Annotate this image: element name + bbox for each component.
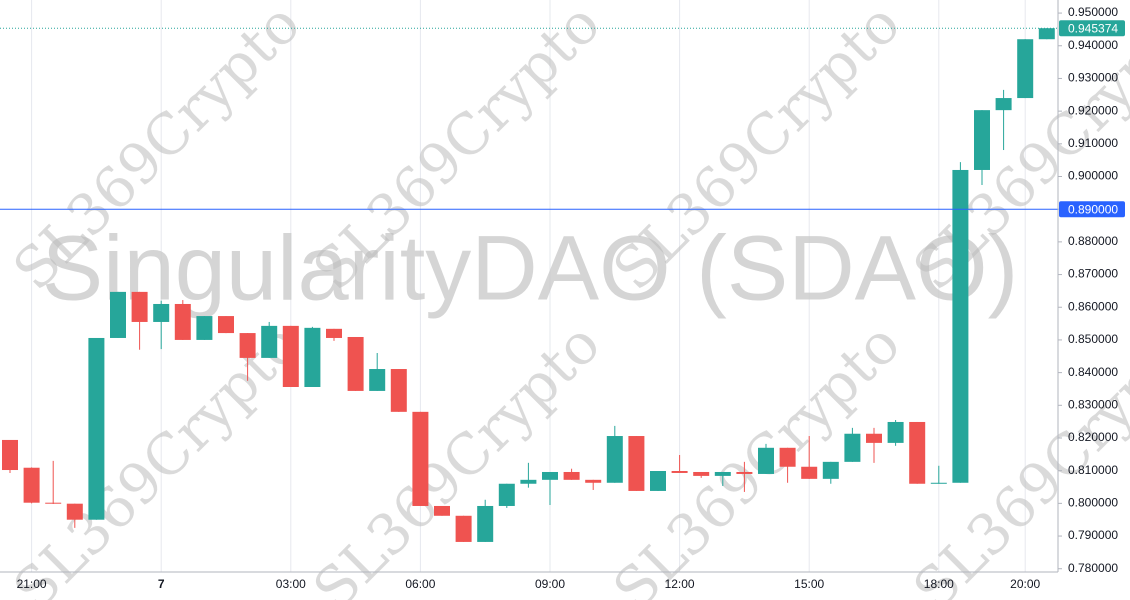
candle-body [23, 467, 40, 503]
x-tick-label: 15:00 [794, 577, 824, 591]
candle-body [693, 471, 710, 476]
y-tick-label: 0.930000 [1068, 71, 1118, 85]
x-tick-label: 21:00 [17, 577, 47, 591]
candle-body [2, 439, 18, 471]
candle-body [930, 482, 947, 484]
axes: 0.780000 0.790000 0.800000 0.810000 0.820000… [17, 5, 1125, 591]
candle-body [650, 471, 666, 491]
candle-body [347, 336, 364, 391]
y-tick-label: 0.910000 [1068, 136, 1118, 150]
x-tick-label: 06:00 [405, 577, 435, 591]
candle-body [736, 471, 753, 474]
candle-body [498, 483, 515, 506]
candle-body [110, 291, 126, 338]
y-tick-label: 0.790000 [1068, 528, 1118, 542]
candle-body [909, 421, 926, 484]
candle-body [995, 98, 1012, 111]
y-tick-label: 0.820000 [1068, 430, 1118, 444]
candle-body [434, 505, 450, 516]
y-tick-label: 0.940000 [1068, 38, 1118, 52]
candle-body [45, 502, 62, 504]
x-tick-label: 7 [158, 577, 165, 591]
x-tick-label: 20:00 [1010, 577, 1040, 591]
y-tick-label: 0.950000 [1068, 5, 1118, 19]
y-tick-label: 0.900000 [1068, 169, 1118, 183]
candle-body [1038, 28, 1055, 40]
candle-body [585, 479, 602, 483]
price-tag-label: 0.945374 [1068, 21, 1118, 35]
y-tick-label: 0.800000 [1068, 496, 1118, 510]
candle-body [866, 433, 882, 443]
candle-body [369, 369, 386, 391]
candle-body [714, 471, 731, 476]
candle-body [66, 503, 83, 520]
price-tag [1059, 20, 1125, 37]
candle-body [974, 110, 990, 170]
candle-body [174, 303, 191, 340]
candle-body [412, 411, 429, 506]
candle-body [477, 505, 494, 542]
candle-body [239, 333, 256, 358]
candle-body [326, 328, 342, 338]
y-tick-label: 0.780000 [1068, 561, 1118, 575]
y-tick-label: 0.850000 [1068, 332, 1118, 346]
candle-body [952, 169, 969, 483]
candle-body [261, 325, 278, 358]
candle-body [887, 421, 904, 443]
candle-body [779, 447, 796, 467]
y-tick-label: 0.870000 [1068, 267, 1118, 281]
candle-body [390, 369, 407, 412]
candle-body [520, 479, 537, 484]
x-tick-label: 09:00 [535, 577, 565, 591]
y-tick-label: 0.830000 [1068, 397, 1118, 411]
price-tag [1059, 201, 1125, 218]
title-watermark: SingularityDAO (SDAO) [42, 217, 1018, 319]
candle-body [563, 471, 580, 480]
candle-body [801, 466, 818, 479]
x-tick-label: 12:00 [665, 577, 695, 591]
candle-body [304, 327, 321, 387]
candle-body [218, 316, 234, 334]
candle-body [822, 461, 839, 479]
candle-body [606, 436, 623, 483]
candle-body [455, 515, 472, 542]
candle-body [282, 325, 299, 387]
candle-body [628, 436, 645, 491]
y-tick-label: 0.920000 [1068, 103, 1118, 117]
candle-body [153, 303, 170, 322]
x-tick-label: 03:00 [276, 577, 306, 591]
candle-body [671, 471, 688, 473]
candle-body [758, 447, 774, 474]
y-tick-label: 0.880000 [1068, 234, 1118, 248]
x-tick-label: 18:00 [924, 577, 954, 591]
price-tag-label: 0.890000 [1068, 202, 1118, 216]
candles [0, 27, 1058, 542]
candle-body [88, 337, 105, 520]
candle-body [1017, 39, 1034, 99]
y-tick-label: 0.840000 [1068, 365, 1118, 379]
y-tick-label: 0.860000 [1068, 299, 1118, 313]
y-tick-label: 0.810000 [1068, 463, 1118, 477]
candle-body [131, 291, 148, 322]
candle-body [542, 471, 558, 480]
candle-body [844, 433, 861, 462]
candle-body [196, 316, 213, 340]
